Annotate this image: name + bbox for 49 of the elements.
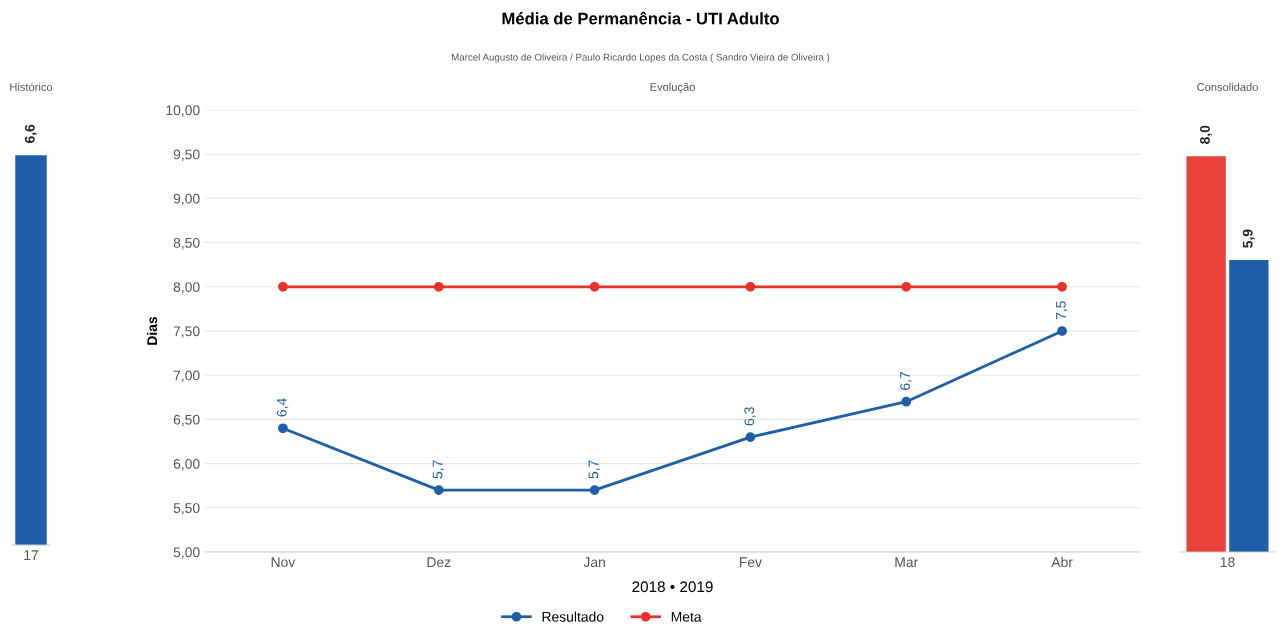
- text: Evolução: [650, 82, 695, 94]
- y-tick-label: 5,00: [173, 547, 200, 559]
- data-label: 6,6: [24, 124, 37, 143]
- y-tick-label: 7,50: [173, 326, 200, 338]
- x-tick-label: 17: [24, 550, 39, 560]
- x-axis-title: 2018 • 2019: [632, 581, 713, 593]
- y-tick-label: 6,50: [173, 414, 200, 427]
- y-tick-label: 8,00: [173, 282, 200, 294]
- data-label: 8,0: [1200, 125, 1212, 144]
- point: [433, 485, 444, 495]
- data-label: 5,7: [588, 460, 600, 479]
- x-tick-label: Nov: [271, 557, 296, 568]
- point: [745, 432, 756, 442]
- chart-title: Média de Permanência - UTI Adulto: [502, 11, 779, 25]
- y-tick-label: 8,50: [173, 237, 200, 250]
- data-label: 6,3: [744, 407, 756, 426]
- x-tick-label: Abr: [1051, 556, 1073, 568]
- y-tick-label: 5,50: [173, 503, 200, 515]
- point: [589, 281, 600, 292]
- chart-title: Histórico: [10, 82, 53, 91]
- y-tick-label: 6,00: [173, 458, 200, 471]
- point: [589, 485, 600, 495]
- chart-subtitle: Marcel Augusto de Oliveira / Paulo Ricardo Lopes da Costa ( Sandro Vieira de Oliveira ): [451, 53, 830, 63]
- y-axis-title: Dias: [146, 316, 158, 345]
- point: [278, 281, 288, 292]
- y-tick-label: 9,50: [173, 149, 200, 162]
- data-label: 6,4: [276, 398, 289, 417]
- data-label: 5,9: [1242, 229, 1255, 248]
- x-tick-label: Dez: [427, 557, 451, 568]
- x-tick-label: Jan: [583, 557, 605, 568]
- x-tick-label: 18: [1220, 557, 1235, 568]
- data-label: 7,5: [1056, 301, 1068, 320]
- point: [745, 281, 756, 292]
- point: [1057, 281, 1067, 292]
- point: [901, 281, 912, 292]
- legend-label: Resultado: [542, 611, 604, 622]
- legend-label: Meta: [671, 612, 702, 622]
- x-tick-label: Fev: [739, 557, 762, 568]
- point: [433, 281, 444, 292]
- chart-title: Consolidado: [1197, 82, 1258, 91]
- y-tick-label: 10,00: [166, 105, 200, 117]
- point: [1057, 326, 1067, 336]
- y-tick-label: 7,00: [173, 370, 200, 383]
- point: [278, 423, 288, 434]
- data-label: 6,7: [900, 372, 912, 390]
- y-tick-label: 9,00: [173, 193, 200, 206]
- data-label: 5,7: [432, 460, 445, 479]
- x-tick-label: Mar: [895, 557, 918, 568]
- point: [901, 396, 912, 407]
